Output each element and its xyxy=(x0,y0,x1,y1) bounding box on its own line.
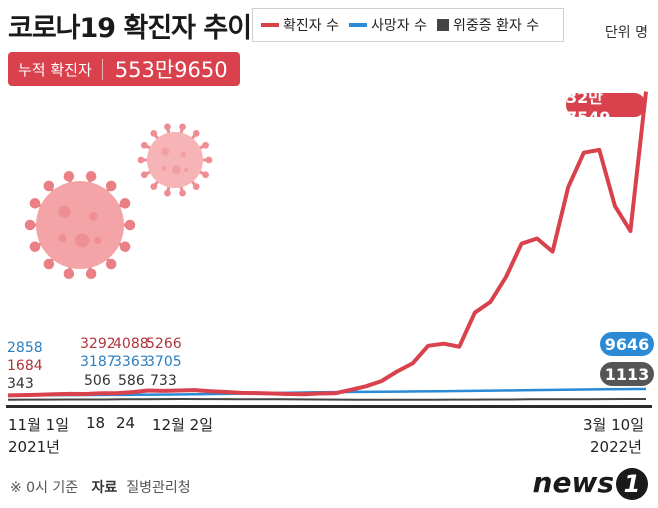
legend-item-critical: 위중증 환자 수 xyxy=(436,15,540,35)
legend: 확진자 수 사망자 수 위중증 환자 수 xyxy=(252,8,564,42)
label-critical-nov24: 3363 xyxy=(113,354,149,370)
label-critical-end: 9646 xyxy=(600,332,654,356)
label-critical-dec2: 3705 xyxy=(146,354,182,370)
x-tick-nov1: 11월 1일 xyxy=(8,416,69,434)
x-tick-nov24: 24 xyxy=(116,414,136,432)
x-tick-mar10: 3월 10일 xyxy=(583,416,644,434)
series-line-critical xyxy=(7,397,646,401)
unit-label: 단위 명 xyxy=(604,25,648,41)
x-tick-dec2: 12월 2일 xyxy=(152,416,213,434)
legend-label-deaths: 사망자 수 xyxy=(370,18,427,34)
label-critical-nov18: 3187 xyxy=(80,354,116,370)
virus-icon xyxy=(137,123,213,197)
footer-note: ※ 0시 기준 xyxy=(10,480,79,496)
label-confirmed-nov24: 4088 xyxy=(113,336,149,352)
cumulative-badge: 누적 확진자 553만9650 xyxy=(8,52,240,86)
label-confirmed-start: 1684 xyxy=(7,358,43,374)
cumulative-label: 누적 확진자 xyxy=(8,58,103,80)
label-deaths-dec2: 733 xyxy=(150,373,177,389)
label-critical-start: 2858 xyxy=(7,340,43,356)
news1-logo: news 1 xyxy=(533,466,648,500)
label-confirmed-end: 32만7549 xyxy=(566,88,646,127)
legend-label-critical: 위중증 환자 수 xyxy=(452,18,540,34)
logo-mark: 1 xyxy=(616,468,648,500)
label-deaths-start: 343 xyxy=(7,376,34,392)
footer-source-name: 질병관리청 xyxy=(126,480,191,496)
footer-source: ※ 0시 기준 자료 질병관리청 xyxy=(10,477,191,497)
label-confirmed-nov18: 3292 xyxy=(80,336,116,352)
logo-text: news xyxy=(532,466,614,499)
cumulative-value: 553만9650 xyxy=(114,58,228,82)
label-deaths-nov18: 506 xyxy=(84,373,111,389)
footer-source-label: 자료 xyxy=(91,480,118,496)
legend-item-confirmed: 확진자 수 xyxy=(261,15,339,35)
year-label-end: 2022년 xyxy=(590,438,642,456)
legend-swatch-deaths xyxy=(348,23,367,27)
legend-swatch-critical xyxy=(436,19,449,31)
virus-icon xyxy=(24,170,136,280)
label-deaths-nov24: 586 xyxy=(118,373,145,389)
legend-label-confirmed: 확진자 수 xyxy=(283,18,339,34)
chart-title: 코로나19 확진자 추이 xyxy=(8,13,252,44)
x-axis-line xyxy=(6,405,652,408)
legend-swatch-confirmed xyxy=(261,23,279,27)
label-confirmed-dec2: 5266 xyxy=(146,336,182,352)
year-label-start: 2021년 xyxy=(8,438,60,456)
label-deaths-end: 1113 xyxy=(600,362,654,386)
legend-item-deaths: 사망자 수 xyxy=(348,15,427,35)
x-tick-nov18: 18 xyxy=(86,414,106,432)
series-line-confirmed xyxy=(7,91,648,398)
